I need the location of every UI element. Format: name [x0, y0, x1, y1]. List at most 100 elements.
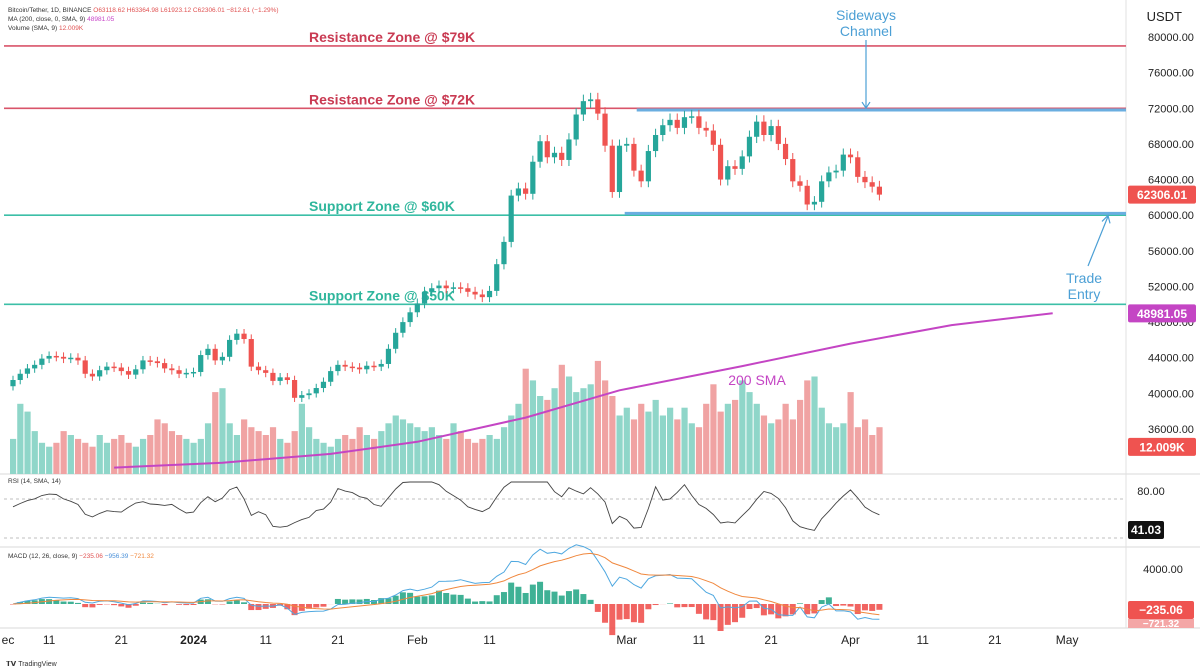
- volume-bar: [833, 427, 840, 474]
- y-tick-label: 52000.00: [1148, 281, 1194, 293]
- candle-body: [775, 126, 781, 144]
- candle-body: [176, 370, 182, 374]
- candle-body: [638, 170, 644, 182]
- volume-bar: [10, 438, 17, 474]
- macd-histogram-bar: [551, 591, 558, 604]
- macd-histogram-bar: [565, 591, 572, 604]
- candle-body: [833, 170, 839, 173]
- candle-body: [32, 364, 38, 369]
- volume-bar: [739, 380, 746, 474]
- macd-histogram-bar: [17, 602, 24, 604]
- macd-tick-label: 4000.00: [1143, 564, 1183, 576]
- macd-histogram-bar: [688, 604, 695, 608]
- macd-histogram-bar: [67, 601, 74, 604]
- y-tick-label: 80000.00: [1148, 32, 1194, 44]
- rsi-legend: RSI (14, SMA, 14): [8, 478, 61, 485]
- macd-histogram-bar: [450, 594, 457, 604]
- candle-body: [869, 182, 875, 187]
- volume-bar: [212, 392, 219, 474]
- volume-bar: [609, 396, 616, 474]
- candle-body: [652, 135, 659, 152]
- macd-histogram-bar: [652, 604, 659, 606]
- candle-body: [328, 371, 334, 382]
- candle-body: [595, 99, 601, 114]
- x-tick-label: 11: [693, 633, 706, 647]
- macd-histogram-bar: [587, 599, 594, 604]
- volume-bar: [472, 442, 479, 474]
- volume-bar: [60, 431, 67, 474]
- volume-bar: [226, 423, 233, 474]
- candle-body: [508, 195, 514, 242]
- volume-bar: [342, 435, 349, 474]
- volume-bar: [443, 438, 450, 474]
- candle-body: [385, 348, 392, 364]
- annotation-sideways: Sideways: [836, 7, 896, 23]
- candle-body: [660, 125, 666, 135]
- macd-histogram-bar: [876, 604, 883, 610]
- candle-body: [624, 143, 630, 146]
- candle-body: [104, 366, 110, 371]
- macd-histogram-bar: [241, 602, 248, 604]
- volume-bar: [103, 442, 111, 474]
- macd-histogram-bar: [667, 603, 674, 604]
- volume-bar: [804, 380, 811, 474]
- volume-bar: [796, 399, 804, 474]
- volume-bar: [732, 399, 739, 474]
- y-tick-label: 64000.00: [1148, 175, 1194, 187]
- candle-body: [479, 294, 485, 298]
- macd-histogram-bar: [313, 604, 320, 608]
- x-tick-label: 11: [483, 633, 496, 647]
- x-tick-label: 21: [988, 633, 1002, 647]
- candle-body: [746, 136, 753, 157]
- macd-histogram-bar: [291, 604, 298, 616]
- volume-bar: [602, 380, 609, 474]
- candle-body: [205, 348, 211, 356]
- volume-bar: [320, 442, 327, 474]
- candle-body: [320, 381, 327, 389]
- rsi-value-label: 41.03: [1131, 523, 1161, 537]
- candle-body: [306, 393, 312, 396]
- macd-histogram-bar: [118, 604, 125, 607]
- macd-histogram-bar: [306, 604, 313, 609]
- macd-value-2: −956.39: [104, 553, 129, 560]
- macd-histogram-bar: [493, 595, 500, 604]
- macd-histogram-bar: [500, 592, 507, 604]
- candle-body: [263, 370, 269, 373]
- volume-bar: [53, 442, 60, 474]
- macd-histogram-bar: [147, 602, 154, 604]
- volume-bar: [190, 442, 197, 474]
- macd-histogram-bar: [703, 604, 710, 620]
- volume-bar: [464, 438, 472, 474]
- price-tag-label: 12.009K: [1139, 440, 1185, 454]
- volume-bar: [241, 419, 248, 474]
- macd-histogram-bar: [479, 601, 486, 604]
- volume-bar: [277, 438, 284, 474]
- macd-histogram-bar: [356, 599, 363, 604]
- candle-body: [515, 188, 521, 196]
- x-tick-label: 11: [43, 633, 56, 647]
- candle-body: [645, 151, 651, 182]
- macd-histogram-bar: [342, 599, 349, 604]
- volume-bar: [515, 403, 522, 474]
- ma-line: MA (200, close, 0, SMA, 9) 48981.05: [8, 15, 279, 24]
- volume-bar: [573, 392, 580, 474]
- macd-histogram-bar: [24, 600, 31, 604]
- candle-body: [378, 363, 384, 367]
- candle-body: [140, 360, 146, 370]
- x-tick-label: 21: [115, 633, 129, 647]
- macd-histogram-bar: [132, 604, 139, 606]
- macd-histogram-bar: [457, 594, 464, 604]
- candle-body: [674, 119, 680, 128]
- volume-bar: [204, 423, 212, 474]
- candle-body: [782, 143, 789, 160]
- macd-histogram-bar: [695, 604, 702, 614]
- volume-bar: [623, 407, 630, 474]
- volume-bar: [544, 399, 551, 474]
- sma-200-line: [114, 312, 1053, 469]
- macd-histogram-bar: [760, 604, 767, 616]
- candle-body: [169, 368, 175, 371]
- macd-histogram-bar: [255, 604, 262, 611]
- volume-bar: [399, 419, 407, 474]
- volume-bar: [500, 427, 508, 474]
